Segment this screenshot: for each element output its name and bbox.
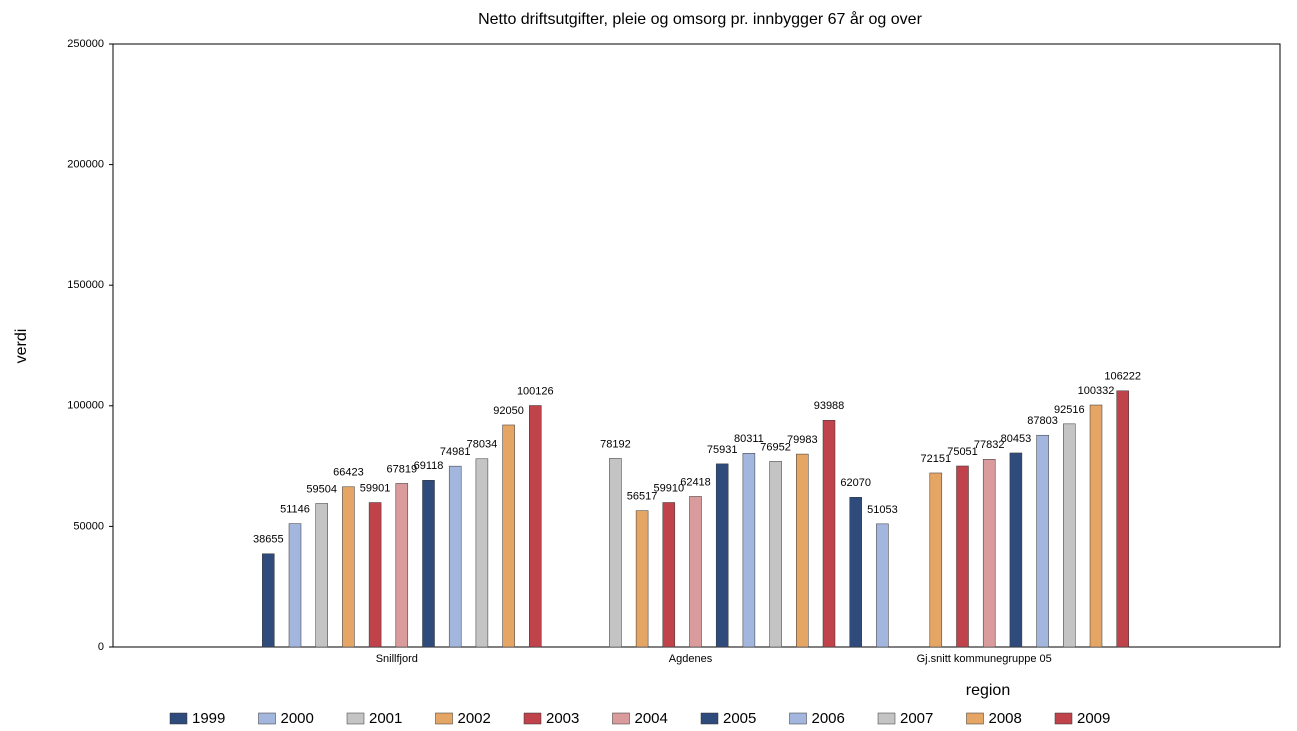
- bar: [929, 472, 943, 648]
- legend-swatch: [700, 712, 719, 725]
- x-tick-label: Agdenes: [669, 653, 713, 665]
- bar: [796, 453, 809, 648]
- legend-swatch: [1054, 712, 1073, 725]
- legend-swatch: [789, 712, 807, 725]
- value-label: 72151: [921, 453, 952, 465]
- y-tick-label: 150000: [67, 279, 104, 291]
- legend-swatch: [169, 712, 188, 725]
- legend-label: 1999: [192, 710, 225, 727]
- legend-swatch: [523, 712, 542, 725]
- legend-label: 2007: [900, 710, 933, 727]
- bar: [1116, 390, 1129, 648]
- y-tick-label: 250000: [67, 38, 104, 50]
- value-label: 59504: [306, 483, 337, 495]
- value-label: 75931: [707, 444, 738, 456]
- value-label: 59910: [654, 482, 685, 494]
- value-label: 100126: [517, 385, 554, 397]
- bar: [849, 497, 862, 648]
- y-tick-label: 200000: [67, 159, 104, 171]
- y-tick-label: 0: [98, 641, 104, 653]
- chart-title: Netto driftsutgifter, pleie og omsorg pr…: [478, 10, 922, 28]
- bar: [262, 553, 275, 648]
- bar: [956, 465, 969, 648]
- legend-label: 2006: [812, 710, 845, 727]
- value-label: 56517: [627, 491, 658, 503]
- value-label: 87803: [1027, 415, 1058, 427]
- bar: [876, 523, 889, 648]
- bar: [448, 465, 462, 648]
- y-tick-label: 100000: [67, 400, 104, 412]
- x-tick-label: Gj.snitt kommunegruppe 05: [917, 653, 1052, 665]
- bar: [742, 453, 756, 648]
- bar: [342, 486, 355, 648]
- bar: [475, 458, 489, 648]
- bar: [715, 463, 729, 648]
- bar: [368, 502, 382, 648]
- legend-label: 2000: [281, 710, 314, 727]
- value-label: 80311: [734, 433, 764, 445]
- value-label: 67819: [387, 463, 418, 475]
- value-label: 106222: [1104, 371, 1141, 383]
- value-label: 62070: [840, 477, 871, 489]
- value-label: 100332: [1078, 385, 1115, 397]
- value-label: 79983: [787, 434, 818, 446]
- legend-swatch: [346, 712, 365, 725]
- value-label: 75051: [947, 446, 978, 458]
- legend-swatch: [435, 712, 453, 725]
- value-label: 76952: [760, 441, 791, 453]
- legend-swatch: [612, 712, 630, 725]
- legend-label: 2002: [458, 710, 491, 727]
- legend-label: 2003: [546, 710, 579, 727]
- value-label: 38655: [253, 534, 284, 546]
- bar: [609, 458, 622, 648]
- value-label: 92516: [1054, 404, 1085, 416]
- value-label: 80453: [1001, 433, 1032, 445]
- y-tick-label: 50000: [73, 520, 104, 532]
- legend-label: 2004: [635, 710, 668, 727]
- value-label: 69118: [414, 460, 444, 472]
- bar: [1089, 404, 1103, 648]
- bar: [822, 420, 836, 648]
- value-label: 59901: [360, 482, 391, 494]
- bar: [395, 483, 409, 648]
- bar: [288, 523, 302, 648]
- bar: [635, 510, 649, 648]
- bar: [982, 459, 996, 648]
- bar: [502, 424, 515, 648]
- legend-swatch: [258, 712, 276, 725]
- value-label: 77832: [974, 439, 1005, 451]
- bar: [422, 480, 435, 648]
- bar: [662, 502, 676, 648]
- x-axis-label: region: [966, 682, 1010, 699]
- legend-swatch: [877, 712, 896, 725]
- bar: [1036, 434, 1049, 648]
- value-label: 66423: [333, 467, 364, 479]
- value-label: 51053: [867, 504, 898, 516]
- value-label: 51146: [280, 504, 310, 516]
- legend-label: 2009: [1077, 710, 1110, 727]
- legend-label: 2001: [369, 710, 402, 727]
- bar: [1063, 423, 1076, 648]
- value-label: 78192: [600, 438, 631, 450]
- value-label: 62418: [680, 476, 711, 488]
- bar: [1009, 452, 1023, 648]
- value-label: 78034: [467, 439, 498, 451]
- value-label: 74981: [440, 446, 471, 458]
- legend-label: 2005: [723, 710, 756, 727]
- bar: [689, 496, 702, 648]
- legend-label: 2008: [989, 710, 1022, 727]
- value-label: 93988: [814, 400, 845, 412]
- legend-swatch: [966, 712, 984, 725]
- bar: [315, 503, 328, 648]
- y-axis-label: verdi: [13, 329, 30, 364]
- x-tick-label: Snillfjord: [376, 653, 418, 665]
- bar: [529, 405, 542, 648]
- bar: [769, 461, 782, 648]
- value-label: 92050: [493, 405, 524, 417]
